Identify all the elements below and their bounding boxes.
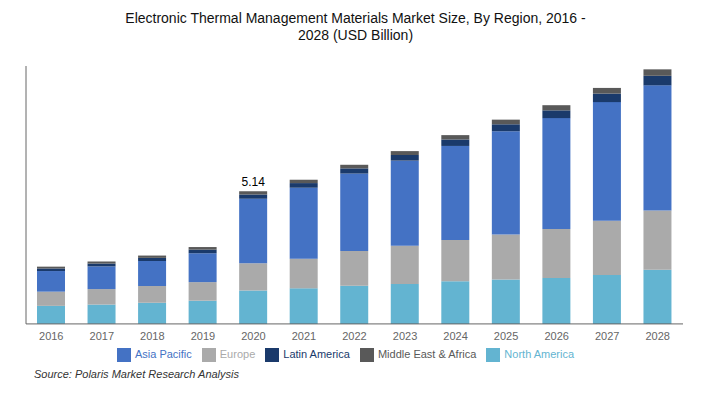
svg-text:2027: 2027 [595, 330, 619, 342]
svg-text:2024: 2024 [443, 330, 467, 342]
html-text:2028 (USD Billion): 2028 (USD Billion) [297, 27, 414, 43]
html-text:North America: North America [504, 347, 575, 360]
svg-text:2022: 2022 [342, 330, 366, 342]
html-text:Middle East & Africa: Middle East & Africa [377, 347, 477, 360]
html-text:Asia Pacific: Asia Pacific [134, 347, 192, 360]
svg-text:2016: 2016 [39, 330, 63, 342]
svg-text:2026: 2026 [544, 330, 568, 342]
html-text:Latin America: Latin America [283, 347, 350, 360]
svg-text:2017: 2017 [90, 330, 114, 342]
svg-text:2028: 2028 [645, 330, 669, 342]
svg-text:2023: 2023 [393, 330, 417, 342]
svg-text:2025: 2025 [494, 330, 518, 342]
svg-text:2018: 2018 [140, 330, 164, 342]
html-text:Electronic Thermal Management: Electronic Thermal Management Materials … [125, 10, 586, 26]
svg-text:2019: 2019 [191, 330, 215, 342]
svg-text:2020: 2020 [241, 330, 265, 342]
html-text:Source: Polaris Market Researc: Source: Polaris Market Research Analysis [34, 368, 239, 380]
html-text:Europe: Europe [219, 347, 256, 360]
svg-text:5.14: 5.14 [241, 175, 265, 189]
svg-text:2021: 2021 [292, 330, 316, 342]
